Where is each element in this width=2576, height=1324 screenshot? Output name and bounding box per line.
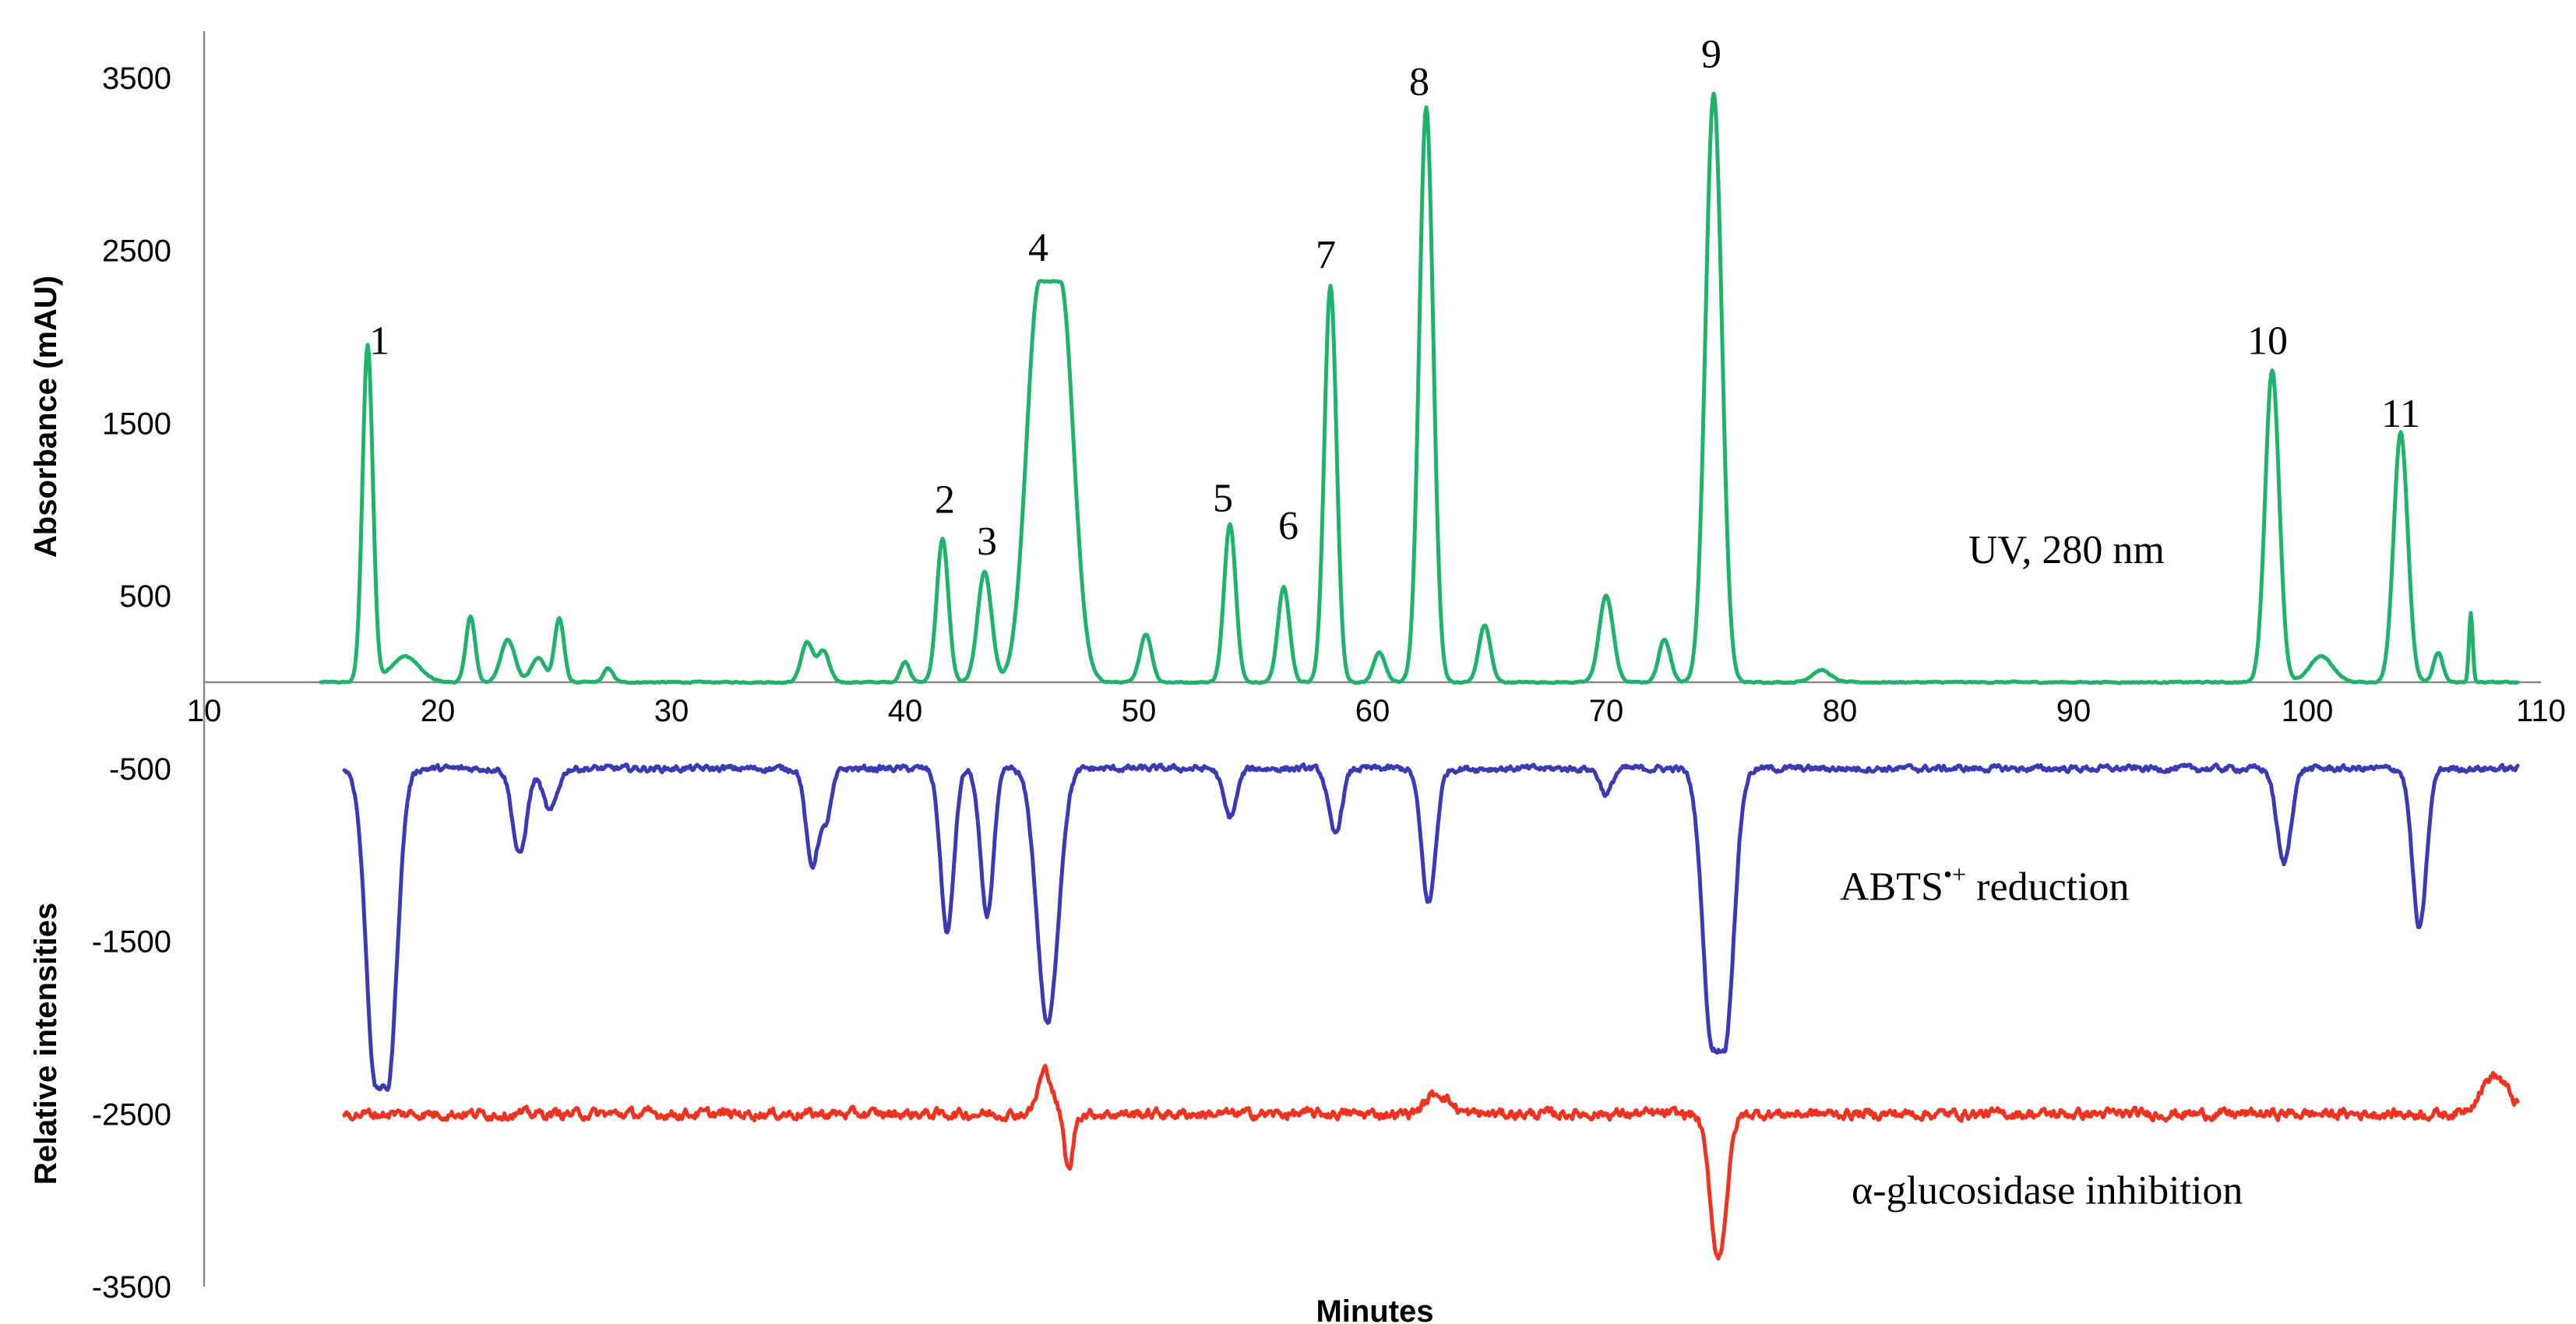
trace-label-superscript: •+ xyxy=(1943,860,1966,888)
x-tick-label: 110 xyxy=(2516,694,2566,728)
y-axis-title-top: Absorbance (mAU) xyxy=(29,276,63,558)
y-tick-label: 3500 xyxy=(102,62,171,96)
x-tick-label: 10 xyxy=(187,694,222,728)
peak-label: 5 xyxy=(1213,477,1233,521)
peak-label: 11 xyxy=(2381,392,2420,436)
peak-label: 10 xyxy=(2247,319,2288,364)
x-tick-label: 60 xyxy=(1355,694,1390,728)
peak-label: 2 xyxy=(935,478,955,523)
y-tick-label: 1500 xyxy=(102,407,171,441)
trace-label: α-glucosidase inhibition xyxy=(1852,1169,2243,1213)
trace-label: UV, 280 nm xyxy=(1968,528,2165,572)
y-tick-label: -500 xyxy=(109,752,171,787)
peak-label: 4 xyxy=(1028,226,1048,270)
y-tick-label: -3500 xyxy=(92,1270,171,1305)
x-tick-label: 80 xyxy=(1823,694,1858,728)
axes: 10 20 30 40 50 60 70 80 90 100 110350025001500500-… xyxy=(92,31,2566,1305)
y-tick-label: 2500 xyxy=(102,234,171,269)
x-tick-label: 90 xyxy=(2056,694,2091,728)
x-tick-label: 30 xyxy=(654,694,689,728)
x-tick-label: 100 xyxy=(2282,694,2334,728)
peak-label: 1 xyxy=(369,319,389,364)
y-tick-label: 500 xyxy=(119,579,171,614)
trace-label-suffix: reduction xyxy=(1966,864,2129,909)
trace-label-text: ABTS xyxy=(1840,864,1943,909)
uv-trace xyxy=(319,91,2520,685)
x-tick-label: 20 xyxy=(421,694,456,728)
glucosidase-trace xyxy=(342,1064,2520,1261)
y-tick-label: -1500 xyxy=(92,925,171,960)
peak-label: 8 xyxy=(1409,60,1429,104)
peak-label: 6 xyxy=(1278,504,1299,548)
y-tick-label: -2500 xyxy=(92,1097,171,1132)
peak-label: 7 xyxy=(1316,233,1336,277)
y-axis-title-bottom: Relative intensities xyxy=(29,903,63,1185)
peak-label: 9 xyxy=(1701,33,1721,77)
trace-label: ABTS•+ reduction xyxy=(1840,860,2130,909)
x-tick-label: 40 xyxy=(888,694,923,728)
x-axis-title: Minutes xyxy=(1316,1294,1433,1324)
x-tick-label: 50 xyxy=(1122,694,1157,728)
abts-trace xyxy=(342,762,2520,1092)
x-tick-label: 70 xyxy=(1589,694,1624,728)
traces xyxy=(319,91,2520,1261)
peak-label: 3 xyxy=(977,519,997,564)
